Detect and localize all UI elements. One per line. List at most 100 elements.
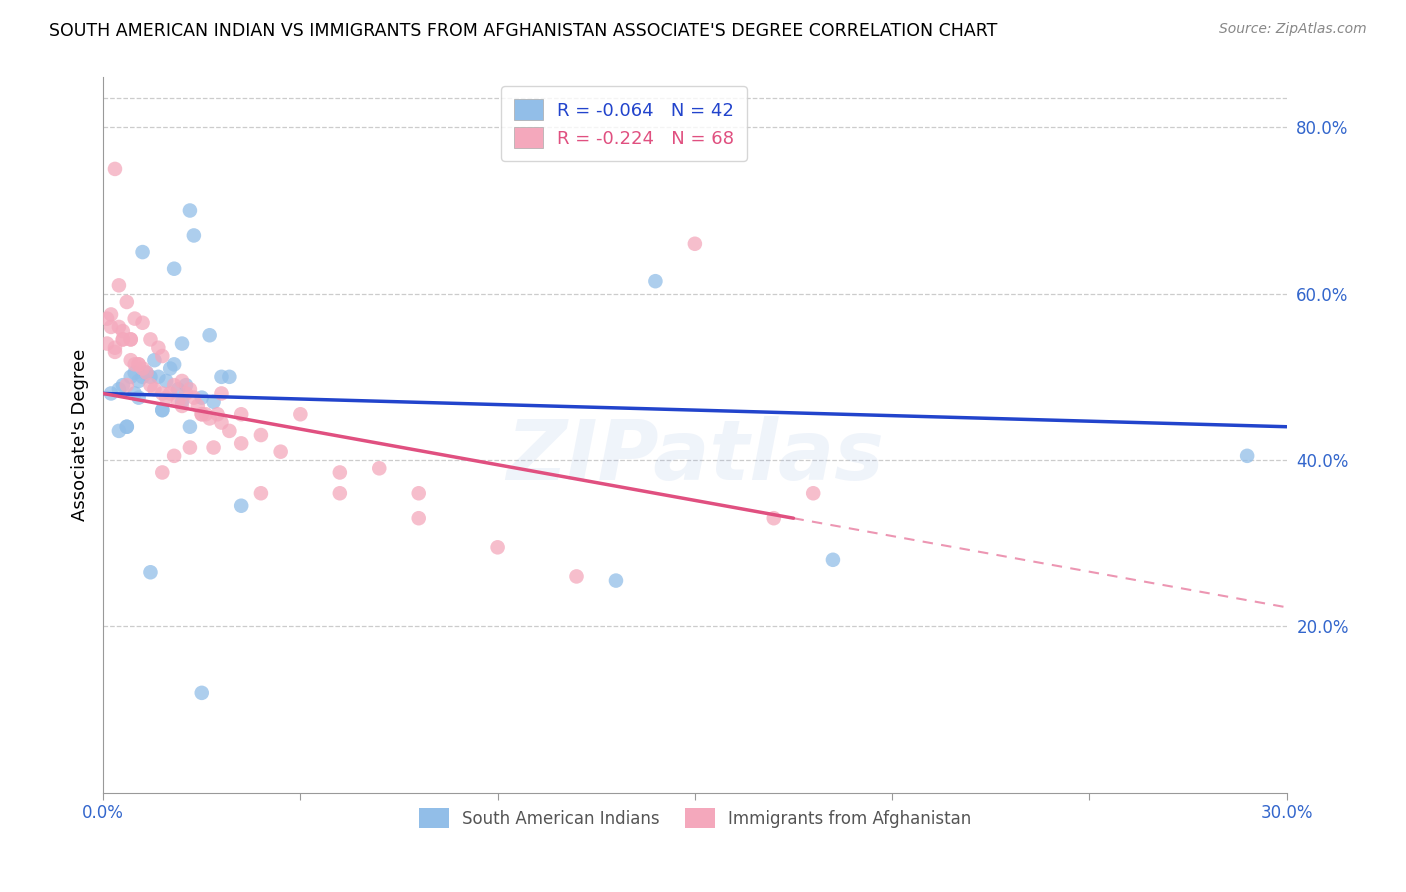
Point xyxy=(194,407,217,421)
Point xyxy=(211,416,233,430)
Point xyxy=(202,441,225,455)
Point xyxy=(131,361,153,376)
Point xyxy=(231,436,253,450)
Point xyxy=(124,386,146,401)
Point xyxy=(104,161,127,176)
Point xyxy=(163,449,186,463)
Point xyxy=(270,444,292,458)
Y-axis label: Associate's Degree: Associate's Degree xyxy=(72,349,89,521)
Legend: South American Indians, Immigrants from Afghanistan: South American Indians, Immigrants from … xyxy=(412,802,977,834)
Point xyxy=(179,419,201,434)
Point xyxy=(218,369,240,384)
Point xyxy=(329,486,352,500)
Point xyxy=(111,333,134,347)
Point xyxy=(190,686,212,700)
Point xyxy=(124,366,146,380)
Point xyxy=(329,466,352,480)
Point xyxy=(115,295,138,310)
Point xyxy=(111,378,134,392)
Point xyxy=(167,382,190,396)
Point xyxy=(111,324,134,338)
Point xyxy=(100,386,122,401)
Point xyxy=(218,424,240,438)
Point xyxy=(115,419,138,434)
Point xyxy=(211,386,233,401)
Point xyxy=(139,566,162,580)
Point xyxy=(250,428,273,442)
Point xyxy=(821,553,844,567)
Point xyxy=(128,374,150,388)
Point xyxy=(644,274,666,288)
Point xyxy=(408,511,430,525)
Point xyxy=(159,386,181,401)
Point xyxy=(131,245,153,260)
Point xyxy=(115,419,138,434)
Point xyxy=(108,320,131,334)
Point xyxy=(198,328,221,343)
Point xyxy=(167,394,190,409)
Point xyxy=(120,333,142,347)
Point xyxy=(100,308,122,322)
Point xyxy=(207,407,229,421)
Point xyxy=(139,333,162,347)
Point xyxy=(128,357,150,371)
Point xyxy=(150,466,173,480)
Point xyxy=(174,386,197,401)
Point xyxy=(179,382,201,396)
Point xyxy=(135,366,157,380)
Point xyxy=(139,378,162,392)
Point xyxy=(128,391,150,405)
Point xyxy=(131,316,153,330)
Point xyxy=(605,574,627,588)
Point xyxy=(163,261,186,276)
Point xyxy=(120,353,142,368)
Point xyxy=(104,344,127,359)
Point xyxy=(198,411,221,425)
Point xyxy=(170,336,193,351)
Point xyxy=(170,374,193,388)
Point xyxy=(250,486,273,500)
Text: ZIPatlas: ZIPatlas xyxy=(506,416,884,497)
Point xyxy=(368,461,391,475)
Point xyxy=(104,341,127,355)
Point xyxy=(290,407,312,421)
Point xyxy=(163,378,186,392)
Text: SOUTH AMERICAN INDIAN VS IMMIGRANTS FROM AFGHANISTAN ASSOCIATE'S DEGREE CORRELAT: SOUTH AMERICAN INDIAN VS IMMIGRANTS FROM… xyxy=(49,22,998,40)
Point xyxy=(96,311,118,326)
Point xyxy=(148,341,170,355)
Point xyxy=(139,369,162,384)
Point xyxy=(179,203,201,218)
Point xyxy=(120,369,142,384)
Point xyxy=(155,391,177,405)
Point xyxy=(128,357,150,371)
Point xyxy=(148,369,170,384)
Point xyxy=(96,336,118,351)
Point xyxy=(231,407,253,421)
Point xyxy=(143,353,166,368)
Point xyxy=(150,386,173,401)
Point xyxy=(190,407,212,421)
Text: Source: ZipAtlas.com: Source: ZipAtlas.com xyxy=(1219,22,1367,37)
Point xyxy=(486,541,509,555)
Point xyxy=(231,499,253,513)
Point xyxy=(120,333,142,347)
Point xyxy=(683,236,706,251)
Point xyxy=(124,311,146,326)
Point xyxy=(143,382,166,396)
Point xyxy=(100,320,122,334)
Point xyxy=(565,569,588,583)
Point xyxy=(124,357,146,371)
Point xyxy=(163,357,186,371)
Point xyxy=(187,399,209,413)
Point xyxy=(170,394,193,409)
Point xyxy=(179,441,201,455)
Point xyxy=(111,333,134,347)
Point xyxy=(190,391,212,405)
Point xyxy=(762,511,785,525)
Point xyxy=(170,399,193,413)
Point xyxy=(115,378,138,392)
Point xyxy=(108,424,131,438)
Point xyxy=(1236,449,1258,463)
Point xyxy=(174,378,197,392)
Point xyxy=(183,228,205,243)
